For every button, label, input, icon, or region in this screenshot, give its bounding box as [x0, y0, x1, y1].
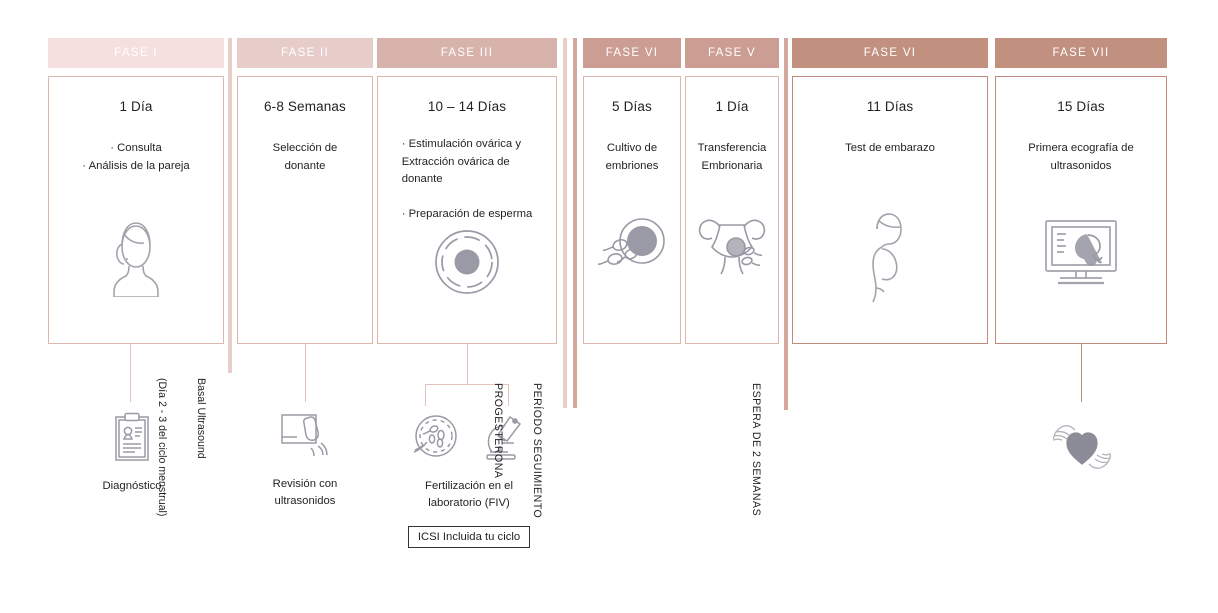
phase-6-description: Test de embarazo — [845, 142, 935, 154]
clipboard-chart-icon — [111, 412, 153, 464]
microscope-icon — [480, 412, 530, 464]
icsi-badge[interactable]: ICSI Incluida tu ciclo — [407, 525, 531, 548]
phase-card-2[interactable]: 6-8 Semanas Selección de donante — [237, 76, 373, 344]
phase-4-description: Cultivo de embriones — [605, 142, 659, 172]
vertical-label-basal-line1: Basal Ultrasound — [194, 378, 207, 459]
vertical-label-periodo-progesterona: PERÍODO SEGUIMIENTO PROGESTERONA — [466, 383, 568, 518]
separator-bar-phase1-2 — [228, 38, 232, 373]
phase-header-2: FASE II — [237, 38, 373, 68]
vertical-label-espera-line1: ESPERA DE 2 SEMANAS — [749, 383, 762, 517]
milestone-4-icons — [1049, 418, 1115, 476]
phase-7-duration: 15 Días — [1057, 99, 1105, 114]
phase-header-1-label: FASE I — [114, 47, 158, 59]
separator-bar-phase3-4-a — [563, 38, 567, 408]
ultrasound-probe-icon — [278, 410, 332, 462]
connector-phase3-bridge — [425, 384, 509, 385]
phase-5-description: Transferencia Embrionaria — [697, 142, 767, 172]
phase-header-1: FASE I — [48, 38, 224, 68]
phase-header-5-label: FASE V — [707, 47, 757, 59]
phase-6-icon-wrap — [793, 209, 987, 303]
vertical-label-basal-ultrasound: Basal Ultrasound (Día 2 - 3 del ciclo me… — [130, 378, 232, 516]
phase-5-icon-wrap — [686, 211, 778, 279]
connector-phase3-left — [425, 384, 426, 406]
phase-header-4-label: FASE VI — [605, 47, 659, 59]
phase-4-duration: 5 Días — [612, 99, 652, 114]
connector-phase7 — [1081, 344, 1082, 402]
milestone-hands-heart[interactable] — [1042, 418, 1122, 490]
phase-2-duration: 6-8 Semanas — [264, 99, 346, 114]
milestone-3-icons — [408, 412, 530, 464]
milestone-1-label: Diagnóstico — [102, 480, 162, 492]
phase-header-6-label: FASE VI — [863, 47, 917, 59]
phase-5-duration: 1 Día — [715, 99, 749, 114]
sperm-fertilization-icon — [593, 217, 671, 279]
phase-header-3: FASE III — [377, 38, 557, 68]
connector-phase1 — [130, 344, 131, 402]
vertical-label-espera-semanas: ESPERA DE 2 SEMANAS — [722, 383, 788, 516]
phase-7-description: Primera ecografía de ultrasonidos — [1028, 142, 1134, 172]
phase-2-description: Selección de donante — [272, 142, 338, 172]
phase-3-icon-wrap — [378, 225, 556, 299]
phase-3-duration: 10 – 14 Días — [427, 99, 507, 114]
phase-header-5: FASE V — [685, 38, 779, 68]
connector-phase3-right — [508, 384, 509, 406]
pregnant-woman-icon — [859, 209, 921, 303]
vertical-label-progesterona-line1: PERÍODO SEGUIMIENTO — [530, 383, 543, 519]
phase-header-2-label: FASE II — [280, 47, 330, 59]
milestone-2-label: Revisión con ultrasonidos — [272, 478, 338, 507]
connector-phase2 — [305, 344, 306, 402]
ultrasound-monitor-icon — [1038, 215, 1124, 291]
phase-header-6: FASE VI — [792, 38, 988, 68]
phase-header-4: FASE VI — [583, 38, 681, 68]
separator-bar-phase3-4-b — [573, 38, 577, 408]
phase-header-7-label: FASE VII — [1052, 47, 1110, 59]
phase-1-duration: 1 Día — [119, 99, 153, 114]
phase-1-description: · Consulta · Análisis de la pareja — [82, 142, 190, 172]
vertical-label-basal-line2: (Día 2 - 3 del ciclo menstrual) — [156, 378, 169, 517]
milestone-1-icons — [111, 412, 153, 464]
connector-phase3-trunk — [467, 344, 468, 384]
phase-card-5[interactable]: 1 Día Transferencia Embrionaria — [685, 76, 779, 344]
milestone-3-label: Fertilización en el laboratorio (FIV) — [425, 480, 513, 509]
petri-dish-sperm-icon — [408, 412, 462, 464]
hands-heart-icon — [1049, 418, 1115, 476]
separator-bar-phase5-6 — [784, 38, 788, 410]
phase-6-duration: 11 Días — [866, 99, 914, 114]
phase-card-1[interactable]: 1 Día · Consulta · Análisis de la pareja — [48, 76, 224, 344]
vertical-label-progesterona-line2: PROGESTERONA — [492, 383, 505, 479]
phase-7-icon-wrap — [996, 215, 1166, 291]
phase-4-icon-wrap — [584, 217, 680, 279]
phase-card-6[interactable]: 11 Días Test de embarazo — [792, 76, 988, 344]
phase-3-description: · Estimulación ovárica y Extracción ovár… — [401, 138, 533, 220]
milestone-2-icons — [278, 410, 332, 462]
uterus-transfer-icon — [692, 211, 772, 279]
phase-card-4[interactable]: 5 Días Cultivo de embriones — [583, 76, 681, 344]
milestone-diagnostico[interactable]: Diagnóstico — [80, 412, 184, 495]
milestone-revision-ultrasonidos[interactable]: Revisión con ultrasonidos — [253, 410, 357, 510]
phase-card-7[interactable]: 15 Días Primera ecografía de ultrasonido… — [995, 76, 1167, 344]
phase-header-7: FASE VII — [995, 38, 1167, 68]
phase-1-icon-wrap — [49, 217, 223, 297]
woman-portrait-icon — [101, 217, 171, 297]
phase-card-3[interactable]: 10 – 14 Días · Estimulación ovárica y Ex… — [377, 76, 557, 344]
phase-header-3-label: FASE III — [440, 47, 494, 59]
milestone-fertilizacion-laboratorio[interactable]: Fertilización en el laboratorio (FIV) IC… — [398, 412, 540, 548]
ovum-cell-icon — [430, 225, 504, 299]
